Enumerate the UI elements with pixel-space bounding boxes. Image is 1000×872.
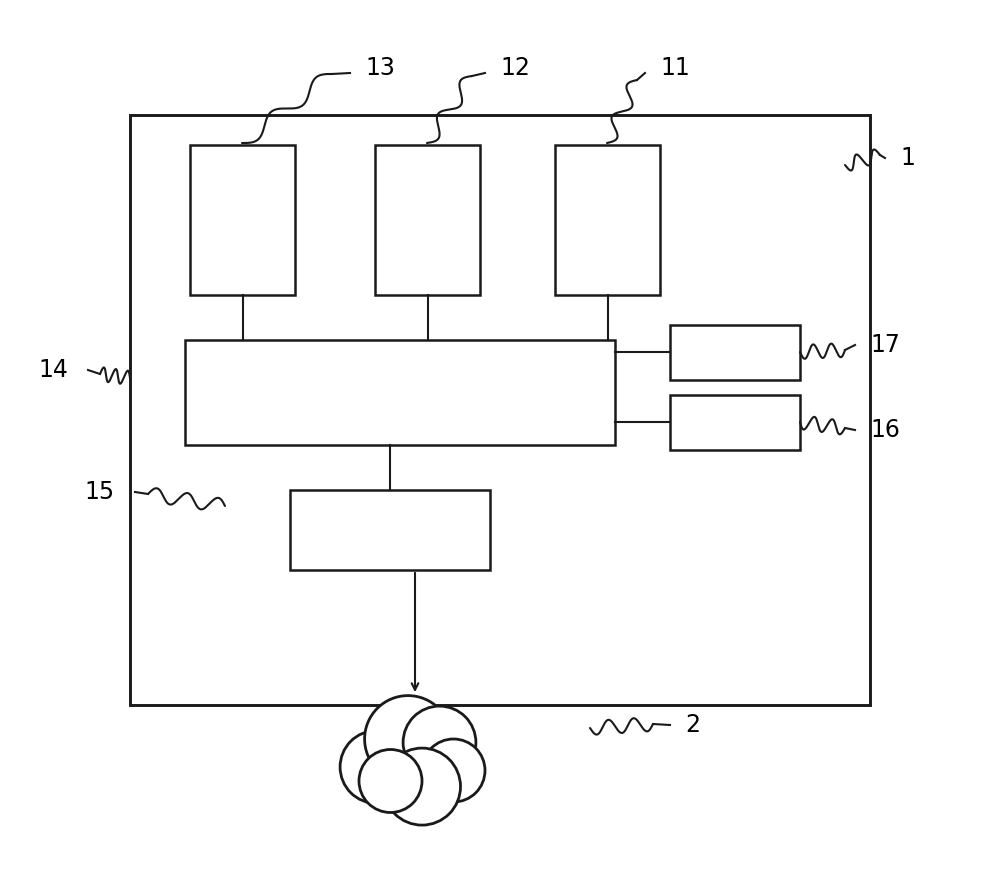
Bar (185, 340, 615, 445)
Bar (670, 325, 800, 380)
Circle shape (403, 706, 476, 779)
Bar (670, 395, 800, 450)
Bar (190, 145, 295, 295)
Text: 13: 13 (365, 56, 395, 80)
Text: 15: 15 (85, 480, 115, 504)
Circle shape (422, 739, 485, 802)
Text: 12: 12 (500, 56, 530, 80)
Circle shape (359, 750, 422, 813)
Text: 11: 11 (660, 56, 690, 80)
Bar (375, 145, 480, 295)
Circle shape (384, 748, 460, 825)
Circle shape (365, 696, 451, 782)
Bar (130, 115, 870, 705)
Text: 14: 14 (38, 358, 68, 382)
Bar (555, 145, 660, 295)
Text: 16: 16 (870, 418, 900, 442)
Bar (290, 490, 490, 570)
Circle shape (340, 731, 413, 803)
Text: 17: 17 (870, 333, 900, 357)
Text: 1: 1 (900, 146, 915, 170)
Text: 2: 2 (685, 713, 700, 737)
